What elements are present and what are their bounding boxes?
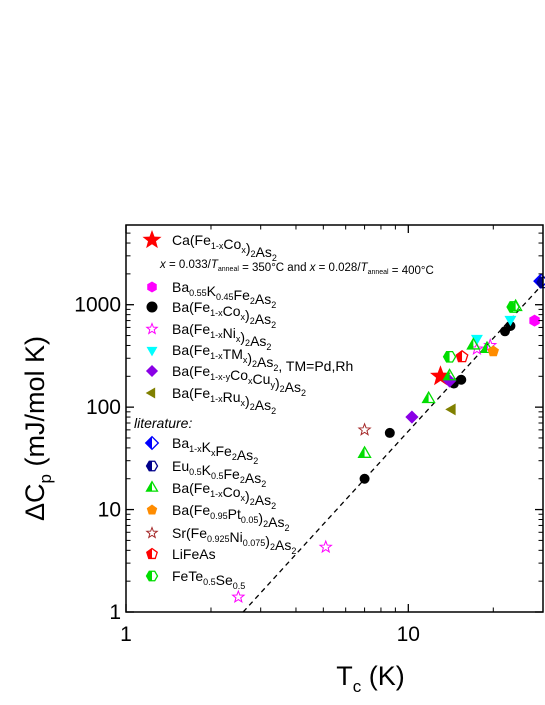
series-eu0-5k0-5fe2as2-8 (536, 276, 545, 289)
legend-item-lifeas-12: LiFeAs (146, 546, 216, 562)
plot-border (125, 224, 544, 613)
legend-item-ba-fe1-xtmx-2as2-tm-pd-rh-4: Ba(Fe1-xTMx)2As2, TM=Pd,Rh (146, 342, 353, 374)
series-ba-fe1-xrux-2as2-6 (445, 403, 456, 416)
legend-marker (145, 480, 159, 492)
legend-marker (142, 230, 162, 249)
legend-label: Ba0.55K0.45Fe2As2 (172, 279, 276, 310)
data-point-2-3 (456, 374, 467, 385)
legend-item-ca-fe1-xcox-2as2-0: Ca(Fe1-xCox)2As2 (142, 230, 277, 263)
legend-marker (145, 526, 159, 539)
legend-item-fete0-5se0-5-13: FeTe0.5Se0.5 (145, 568, 245, 591)
literature-heading: literature: (134, 415, 192, 431)
legend-label: Ba(Fe1-xNix)2As2 (172, 321, 271, 352)
legend-item-ba-fe0-95pt0-05-2as2-10: Ba(Fe0.95Pt0.05)2As2 (146, 502, 289, 533)
x-tick-label: 1 (120, 623, 132, 646)
series-ba0-55k0-45fe2as2-1 (529, 314, 540, 327)
fit-line (242, 283, 543, 612)
data-point-9-0 (357, 445, 372, 458)
series-ba-fe1-xtmx-2as2-tm-pd-rh-4 (470, 315, 517, 346)
legend-note: x = 0.033/Tanneal = 350°C and x = 0.028/… (159, 259, 434, 277)
axis-titles: Tc (K) ΔCp (mJ/mol K) (20, 336, 405, 696)
legend-label: Eu0.5K0.5Fe2As2 (172, 458, 266, 489)
data-point-5-0 (405, 410, 419, 424)
data-point-4-0 (470, 334, 483, 346)
legend-item-sr-fe0-925ni0-075-2as2-11: Sr(Fe0.925Ni0.075)2As2 (145, 525, 296, 556)
data-point-13-0 (442, 350, 457, 363)
legend-item-ba-fe1-xnix-2as2-3: Ba(Fe1-xNix)2As2 (145, 321, 271, 352)
x-tick-label: 10 (397, 623, 420, 646)
legend-label: Ba(Fe1-x-yCoxCuy)2As2 (172, 363, 306, 398)
series-ba-fe1-xcox-2as2-9 (357, 298, 523, 458)
data-point-4-1 (504, 315, 517, 327)
y-tick-label: 1000 (74, 294, 121, 317)
legend-label: Sr(Fe0.925Ni0.075)2As2 (172, 525, 296, 556)
legend-note-text: x = 0.033/Tanneal = 350°C and x = 0.028/… (159, 259, 434, 277)
legend-item-ba1-xkxfe2as2-7: Ba1-xKxFe2As2 (144, 435, 258, 466)
legend-marker (145, 364, 159, 378)
data-point-2-1 (384, 427, 395, 438)
data-point-8-0 (536, 276, 545, 289)
legend-marker (145, 322, 159, 335)
y-tick-label: 100 (86, 396, 121, 419)
legend-label: FeTe0.5Se0.5 (172, 568, 245, 591)
legend-label: LiFeAs (172, 546, 216, 562)
legend-marker (146, 547, 158, 560)
legend-label: Ba(Fe1-xCox)2As2 (172, 480, 276, 511)
data-point-3-1 (318, 539, 333, 554)
legend-marker (147, 281, 157, 293)
legend-item-ba-fe1-xcox-2as2-9: Ba(Fe1-xCox)2As2 (145, 480, 276, 511)
legend-item-ba-fe1-xcox-2as2-2: Ba(Fe1-xCox)2As2 (146, 299, 276, 330)
series-ba-fe1-x-ycoxcuy-2as2-5 (405, 374, 457, 424)
legend-label: Ba(Fe1-xCox)2As2 (172, 299, 276, 330)
x-axis-title: Tc (K) (336, 661, 405, 696)
series-lifeas-12 (455, 350, 469, 363)
legend-item-ba0-55k0-45fe2as2-1: Ba0.55K0.45Fe2As2 (147, 279, 276, 310)
legend-item-ba-fe1-xrux-2as2-6: Ba(Fe1-xRux)2As2 (145, 385, 276, 416)
data-point-1-0 (529, 314, 540, 327)
data-point-10-0 (487, 345, 499, 357)
data-point-13-1 (506, 301, 520, 313)
data-point-0-0 (430, 365, 451, 386)
legend-marker (146, 504, 158, 515)
data-point-9-1 (421, 390, 436, 404)
series-ba-fe1-xcox-2as2-2 (359, 320, 516, 484)
series-ba-fe0-95pt0-05-2as2-10 (487, 345, 499, 357)
plot-frame (125, 224, 544, 613)
legend-marker (146, 346, 158, 357)
series-ca-fe1-xcox-2as2-0 (430, 365, 451, 386)
legend-marker (145, 460, 159, 472)
legend-marker (145, 387, 156, 399)
data-point-9-3 (466, 337, 481, 350)
axis-ticks: 1 10 1 10 100 1000 (74, 225, 543, 646)
data-point-6-0 (445, 403, 456, 416)
data-point-9-4 (479, 340, 495, 354)
series-sr-fe0-925ni0-075-2as2-11 (357, 422, 372, 436)
y-axis-title: ΔCp (mJ/mol K) (20, 336, 55, 521)
legend-item-eu0-5k0-5fe2as2-8: Eu0.5K0.5Fe2As2 (145, 458, 266, 489)
data-point-12-0 (455, 350, 469, 363)
y-tick-label: 1 (109, 601, 121, 624)
legend-label: Ba(Fe1-xTMx)2As2, TM=Pd,Rh (172, 342, 353, 374)
y-tick-label: 10 (98, 499, 121, 522)
data-point-9-2 (442, 368, 457, 381)
legend-label: Ba1-xKxFe2As2 (172, 435, 258, 466)
data-point-11-0 (357, 422, 372, 436)
legend-marker (146, 301, 158, 313)
data-marks (231, 273, 545, 604)
legend-label: Ca(Fe1-xCox)2As2 (172, 232, 277, 263)
legend-label: Ba(Fe0.95Pt0.05)2As2 (172, 502, 289, 533)
legend-label: Ba(Fe1-xRux)2As2 (172, 385, 276, 416)
data-point-2-0 (359, 473, 370, 484)
series-fete0-5se0-5-13 (442, 301, 520, 363)
y-axis-title-group: ΔCp (mJ/mol K) (20, 336, 55, 521)
fit-line-layer (242, 283, 543, 612)
legend-item-ba-fe1-x-ycoxcuy-2as2-5: Ba(Fe1-x-yCoxCuy)2As2 (145, 363, 306, 398)
legend: Ca(Fe1-xCox)2As2Ba0.55K0.45Fe2As2Ba(Fe1-… (134, 230, 434, 591)
legend-marker (145, 570, 159, 582)
data-point-3-0 (231, 589, 246, 604)
legend-marker (144, 435, 160, 451)
